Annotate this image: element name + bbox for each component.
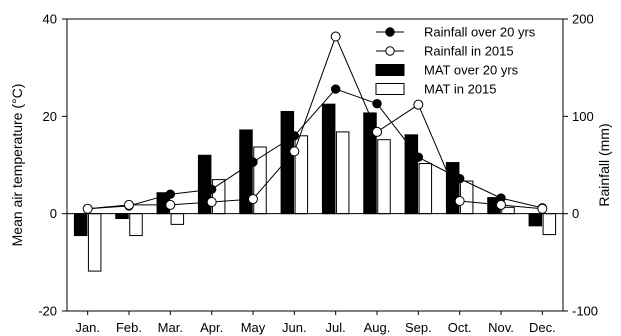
bar-mat-20yrs-9 <box>404 134 419 215</box>
bar-mat-2015-5 <box>253 146 267 215</box>
bar-mat-20yrs-12 <box>528 213 543 227</box>
bar-mat-2015-2 <box>129 213 143 237</box>
bar-mat-2015-7 <box>335 131 350 215</box>
y-left-tick-label: 0 <box>50 206 57 221</box>
point-rainfall-2015-5 <box>248 194 258 205</box>
bar-layer <box>73 103 557 272</box>
x-tick-label: Jun. <box>282 320 307 335</box>
line-rainfall-2015 <box>87 35 543 210</box>
bar-mat-2015-3 <box>170 213 185 225</box>
y-left-tick-label: 20 <box>43 109 57 124</box>
point-rainfall-20yrs-7 <box>330 84 341 94</box>
y-right-tick-label: 0 <box>572 206 579 221</box>
legend-label: Rainfall over 20 yrs <box>424 25 536 40</box>
legend-label: MAT in 2015 <box>424 82 497 97</box>
bar-mat-2015-1 <box>87 213 102 272</box>
x-tick-label: Nov. <box>488 320 514 335</box>
x-tick-label: Aug. <box>364 320 391 335</box>
x-tick-label: Jul. <box>326 320 346 335</box>
x-tick-label: Apr. <box>200 320 223 335</box>
point-rainfall-2015-8 <box>372 126 382 137</box>
legend-marker-swatch <box>385 27 395 37</box>
legend-label: Rainfall in 2015 <box>424 44 514 59</box>
x-tick-label: Mar. <box>158 320 183 335</box>
point-rainfall-20yrs-8 <box>372 98 382 109</box>
point-rainfall-2015-1 <box>82 203 93 214</box>
point-rainfall-2015-7 <box>330 31 341 42</box>
y-axis-left-title: Mean air temperature (°C) <box>9 84 25 247</box>
point-rainfall-2015-12 <box>537 203 548 214</box>
bar-mat-2015-12 <box>542 213 557 236</box>
line-rainfall-20yrs <box>87 88 543 210</box>
y-right-tick-label: -100 <box>572 304 598 319</box>
plot-area <box>66 18 564 312</box>
bar-mat-20yrs-7 <box>321 103 336 215</box>
y-axis-right-title: Rainfall (mm) <box>596 123 612 206</box>
x-tick-label: May <box>241 320 266 335</box>
y-right-tick-label: 200 <box>572 12 594 27</box>
bar-mat-2015-8 <box>377 139 391 215</box>
bar-mat-20yrs-10 <box>445 162 460 215</box>
axes-layer: -20 0 20 40 -100 0 100 200 Jan. Feb. Mar. Apr. May Ju… <box>38 12 598 336</box>
point-rainfall-2015-4 <box>206 196 217 207</box>
x-tick-label: Dec. <box>529 320 556 335</box>
y-right-tick-label: 100 <box>572 109 594 124</box>
legend: Rainfall over 20 yrs Rainfall in 2015 MAT … <box>375 25 536 97</box>
point-rainfall-2015-3 <box>165 199 176 210</box>
point-rainfall-20yrs-10 <box>454 173 465 184</box>
x-tick-label: Jan. <box>75 320 100 335</box>
bar-mat-20yrs-1 <box>73 213 88 237</box>
x-tick-label: Feb. <box>116 320 142 335</box>
point-rainfall-20yrs-6 <box>289 131 300 141</box>
line-layer <box>82 31 548 214</box>
bar-mat-20yrs-2 <box>115 213 129 220</box>
point-rainfall-20yrs-4 <box>206 184 217 195</box>
point-rainfall-20yrs-9 <box>413 152 424 162</box>
point-rainfall-2015-2 <box>124 199 134 210</box>
legend-bar-swatch <box>375 83 405 95</box>
bar-mat-20yrs-6 <box>280 110 295 215</box>
bar-mat-2015-9 <box>418 163 433 215</box>
point-rainfall-2015-9 <box>413 99 424 110</box>
legend-bar-swatch <box>375 64 405 76</box>
point-rainfall-2015-10 <box>454 196 465 207</box>
y-left-tick-label: -20 <box>38 304 57 319</box>
legend-label: MAT over 20 yrs <box>424 63 519 78</box>
y-left-tick-label: 40 <box>43 12 57 27</box>
point-rainfall-2015-6 <box>289 146 300 157</box>
legend-marker-swatch <box>385 46 395 56</box>
point-rainfall-20yrs-5 <box>248 157 258 167</box>
point-rainfall-20yrs-3 <box>165 189 176 199</box>
x-tick-label: Oct. <box>448 320 472 335</box>
x-tick-label: Sep. <box>405 320 432 335</box>
point-rainfall-2015-11 <box>496 199 506 210</box>
